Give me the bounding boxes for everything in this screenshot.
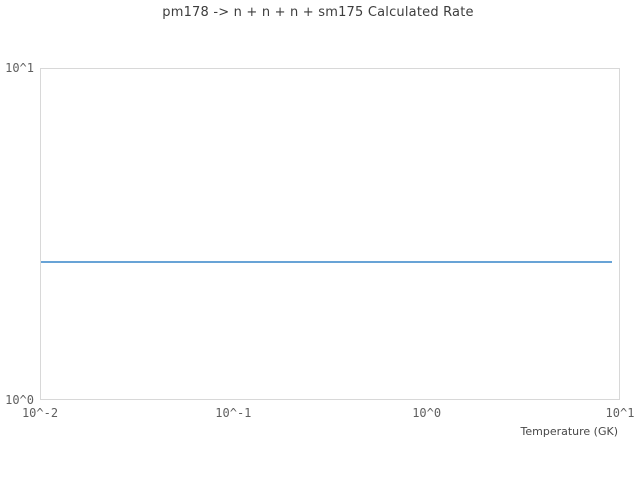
y-tick-label-bottom: 10^0 [5,393,34,407]
chart-title: pm178 -> n + n + n + sm175 Calculated Ra… [162,5,474,20]
x-tick-label-1e-1: 10^-1 [215,406,252,420]
x-tick-label-1e1: 10^1 [605,406,635,420]
y-tick-label-top: 10^1 [5,61,34,75]
x-axis-title: Temperature (GK) [520,425,619,438]
x-tick-label-1e0: 10^0 [412,406,442,420]
plot-area [40,68,620,400]
x-tick-label-1e-2: 10^-2 [21,406,59,420]
rate-line-series [41,261,613,264]
